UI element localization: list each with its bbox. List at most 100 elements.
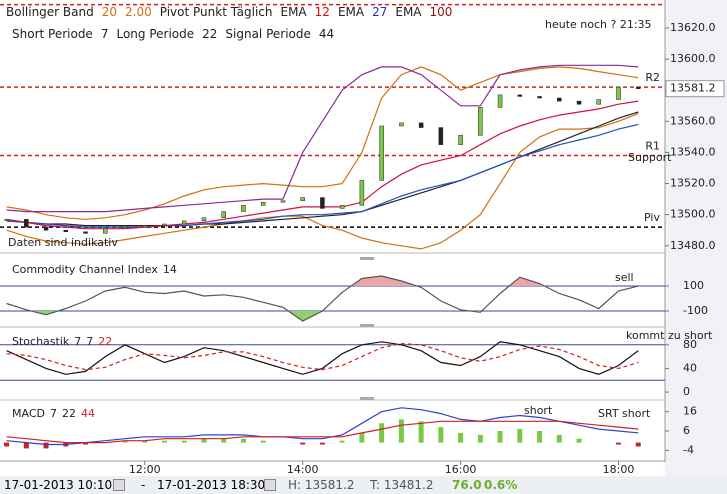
histogram-bar bbox=[458, 432, 464, 443]
annotation: kommt zu short bbox=[626, 329, 713, 342]
series-line bbox=[6, 113, 639, 250]
legend-text: Bollinger Band bbox=[6, 5, 94, 19]
series-line bbox=[6, 66, 639, 220]
series-line bbox=[6, 420, 639, 444]
legend-text: Pivot Punkt Täglich bbox=[159, 5, 273, 19]
level-label: R1 bbox=[645, 140, 660, 153]
panel-title-part: 7 bbox=[86, 335, 93, 348]
handle[interactable] bbox=[360, 257, 374, 260]
series-line bbox=[6, 341, 639, 375]
panel-title-part: Commodity Channel Index bbox=[12, 263, 158, 276]
histogram-bar bbox=[43, 442, 49, 449]
legend-text: 12 bbox=[314, 5, 330, 19]
level-label: R2 bbox=[645, 71, 660, 84]
to-date: 17-01-2013 18:30 bbox=[157, 478, 266, 492]
candle bbox=[260, 201, 266, 206]
series-line bbox=[6, 123, 639, 228]
y-tick-label: 16 bbox=[683, 405, 697, 418]
histogram-bar bbox=[616, 442, 622, 445]
change: 76.0 bbox=[452, 478, 482, 492]
histogram-bar bbox=[201, 438, 207, 443]
legend-text: EMA bbox=[280, 5, 307, 19]
histogram-bar bbox=[23, 442, 29, 449]
candle bbox=[122, 226, 128, 229]
histogram-bar bbox=[359, 432, 365, 443]
candle bbox=[359, 180, 365, 206]
histogram-bar bbox=[83, 442, 89, 445]
histogram-bar bbox=[300, 442, 306, 445]
panel-title: Commodity Channel Index 14 bbox=[12, 263, 177, 276]
y-tick-label: -4 bbox=[683, 443, 694, 456]
histogram-bar bbox=[438, 427, 444, 443]
y-tick-label: 0 bbox=[683, 385, 690, 398]
x-tick-label: 12:00 bbox=[129, 463, 161, 476]
panel-title-part: 14 bbox=[163, 263, 177, 276]
legend-text: EMA bbox=[337, 5, 365, 19]
panel-title-part: 22 bbox=[62, 407, 76, 420]
candle bbox=[162, 223, 167, 226]
legend-text: 100 bbox=[429, 5, 453, 19]
candle bbox=[596, 99, 602, 105]
candle bbox=[636, 86, 641, 89]
candle bbox=[497, 94, 503, 108]
series-line bbox=[6, 342, 639, 371]
candle bbox=[201, 217, 207, 222]
y-tick-label: 13540.0 bbox=[670, 145, 716, 158]
histogram-bar bbox=[576, 438, 582, 443]
histogram-bar bbox=[221, 438, 227, 443]
panel-title-part: 22 bbox=[98, 335, 112, 348]
histogram-bar bbox=[398, 419, 404, 443]
calendar-icon[interactable] bbox=[264, 479, 276, 491]
panel-title: Stochastik 7 7 22 bbox=[12, 335, 112, 348]
handle[interactable] bbox=[360, 324, 374, 327]
legend: Bollinger Band 20 2.00 Pivot Punkt Täglich E… bbox=[6, 5, 460, 19]
price-tag-label: 13581.2 bbox=[670, 82, 716, 95]
level-label: Piv bbox=[644, 211, 660, 224]
annotation: sell bbox=[615, 271, 634, 284]
candle bbox=[221, 211, 226, 219]
y-tick-label: 80 bbox=[683, 338, 697, 351]
histogram-bar bbox=[379, 423, 385, 443]
candle bbox=[418, 122, 424, 128]
candle bbox=[24, 219, 29, 228]
histogram-bar bbox=[4, 442, 10, 447]
histogram-bar bbox=[240, 438, 246, 443]
candle bbox=[379, 125, 384, 181]
legend-text: Short Periode bbox=[12, 27, 93, 41]
series-line bbox=[6, 64, 639, 213]
candle bbox=[280, 200, 286, 203]
histogram-bar bbox=[418, 421, 424, 443]
panel bbox=[0, 341, 665, 381]
histogram-bar bbox=[122, 440, 128, 443]
candle bbox=[83, 231, 88, 234]
high: H: 13581.2 bbox=[288, 478, 355, 492]
candle bbox=[458, 135, 463, 145]
histogram-bar bbox=[181, 440, 187, 443]
y-tick-label: 6 bbox=[683, 424, 690, 437]
panel-title-part: 7 bbox=[74, 335, 81, 348]
x-tick-label: 18:00 bbox=[603, 463, 635, 476]
axis-bg bbox=[665, 0, 727, 476]
y-tick-label: 13620.0 bbox=[670, 21, 716, 34]
level-label: R3 bbox=[645, 0, 660, 2]
calendar-icon[interactable] bbox=[113, 479, 125, 491]
legend: Short Periode 7 Long Periode 22 Signal Perio… bbox=[12, 27, 342, 41]
annotation: SRT short bbox=[598, 407, 651, 420]
panel-title-part: 7 bbox=[50, 407, 57, 420]
panel-title-part: 44 bbox=[81, 407, 95, 420]
separator: - bbox=[141, 478, 146, 492]
candle bbox=[399, 122, 404, 127]
candle bbox=[557, 97, 562, 102]
candle bbox=[616, 86, 621, 100]
fill-area bbox=[6, 276, 639, 286]
y-tick-label: 13500.0 bbox=[670, 208, 716, 221]
legend-text: Long Periode bbox=[116, 27, 195, 41]
handle[interactable] bbox=[360, 397, 374, 400]
annotation: heute noch ? 21:35 bbox=[545, 18, 652, 31]
fill-area bbox=[6, 311, 639, 321]
x-tick-label: 16:00 bbox=[445, 463, 477, 476]
legend-text: 22 bbox=[202, 27, 218, 41]
candle bbox=[63, 229, 69, 233]
candle bbox=[320, 197, 325, 209]
